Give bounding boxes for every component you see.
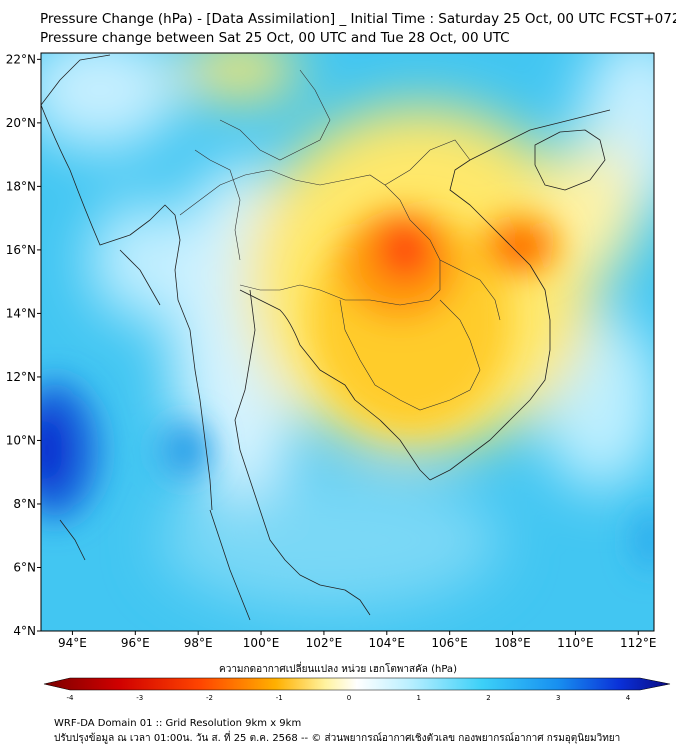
longitude-axis: 94°E 96°E 98°E 100°E 102°E 104°E 106°E 108°E 110…: [58, 631, 657, 650]
lon-tick-label: 110°E: [557, 636, 594, 650]
lat-tick-label: 4°N: [13, 624, 36, 638]
map-frame: [40, 52, 655, 632]
latitude-axis: 4°N 6°N 8°N 10°N 12°N 14°N 16°N 18°N 20°N 22°N: [6, 52, 41, 638]
colorbar: -4 -3 -2 -1 0 1 2 3 4: [43, 677, 671, 700]
lat-tick-label: 12°N: [6, 370, 36, 384]
lon-tick-label: 102°E: [306, 636, 343, 650]
lat-tick-label: 6°N: [13, 560, 36, 574]
lon-tick-label: 94°E: [58, 636, 87, 650]
lat-tick-label: 20°N: [6, 116, 36, 130]
coastlines: [41, 54, 611, 621]
colorbar-tick-label: 0: [347, 694, 351, 700]
colorbar-tick-label: 1: [417, 694, 421, 700]
colorbar-strip: [43, 677, 671, 691]
colorbar-tick-label: -3: [136, 694, 143, 700]
colorbar-ticks: -4 -3 -2 -1 0 1 2 3 4: [67, 694, 631, 700]
lon-tick-label: 100°E: [243, 636, 280, 650]
chart-title: Pressure Change (hPa) - [Data Assimilati…: [40, 11, 676, 27]
lon-tick-label: 104°E: [369, 636, 406, 650]
colorbar-tick-label: -1: [276, 694, 283, 700]
footer-credit: ปรับปรุงข้อมูล ณ เวลา 01:00น. วัน ส. ที่…: [54, 733, 621, 744]
lat-tick-label: 22°N: [6, 52, 36, 66]
country-borders: [179, 69, 501, 411]
lat-tick-label: 10°N: [6, 433, 36, 447]
lon-tick-label: 96°E: [121, 636, 150, 650]
lat-tick-label: 14°N: [6, 306, 36, 320]
footer-model-info: WRF-DA Domain 01 :: Grid Resolution 9km …: [54, 718, 302, 729]
colorbar-tick-label: 2: [486, 694, 490, 700]
lat-tick-label: 16°N: [6, 243, 36, 257]
lon-tick-label: 98°E: [184, 636, 213, 650]
chart-subtitle: Pressure change between Sat 25 Oct, 00 U…: [40, 30, 510, 46]
colorbar-tick-label: -2: [206, 694, 213, 700]
pressure-field: [41, 53, 654, 631]
lon-tick-label: 112°E: [620, 636, 657, 650]
lon-tick-label: 106°E: [431, 636, 468, 650]
lat-tick-label: 8°N: [13, 497, 36, 511]
colorbar-tick-label: -4: [67, 694, 75, 700]
map-figure: 4°N 6°N 8°N 10°N 12°N 14°N 16°N 18°N 20°N 22°N 94…: [6, 52, 671, 700]
colorbar-tick-label: 4: [626, 694, 631, 700]
colorbar-tick-label: 3: [556, 694, 560, 700]
lon-tick-label: 108°E: [494, 636, 531, 650]
lat-tick-label: 18°N: [6, 179, 36, 193]
colorbar-label: ความกดอากาศเปลี่ยนแปลง หน่วย เฮกโตพาสคัล…: [219, 664, 457, 675]
